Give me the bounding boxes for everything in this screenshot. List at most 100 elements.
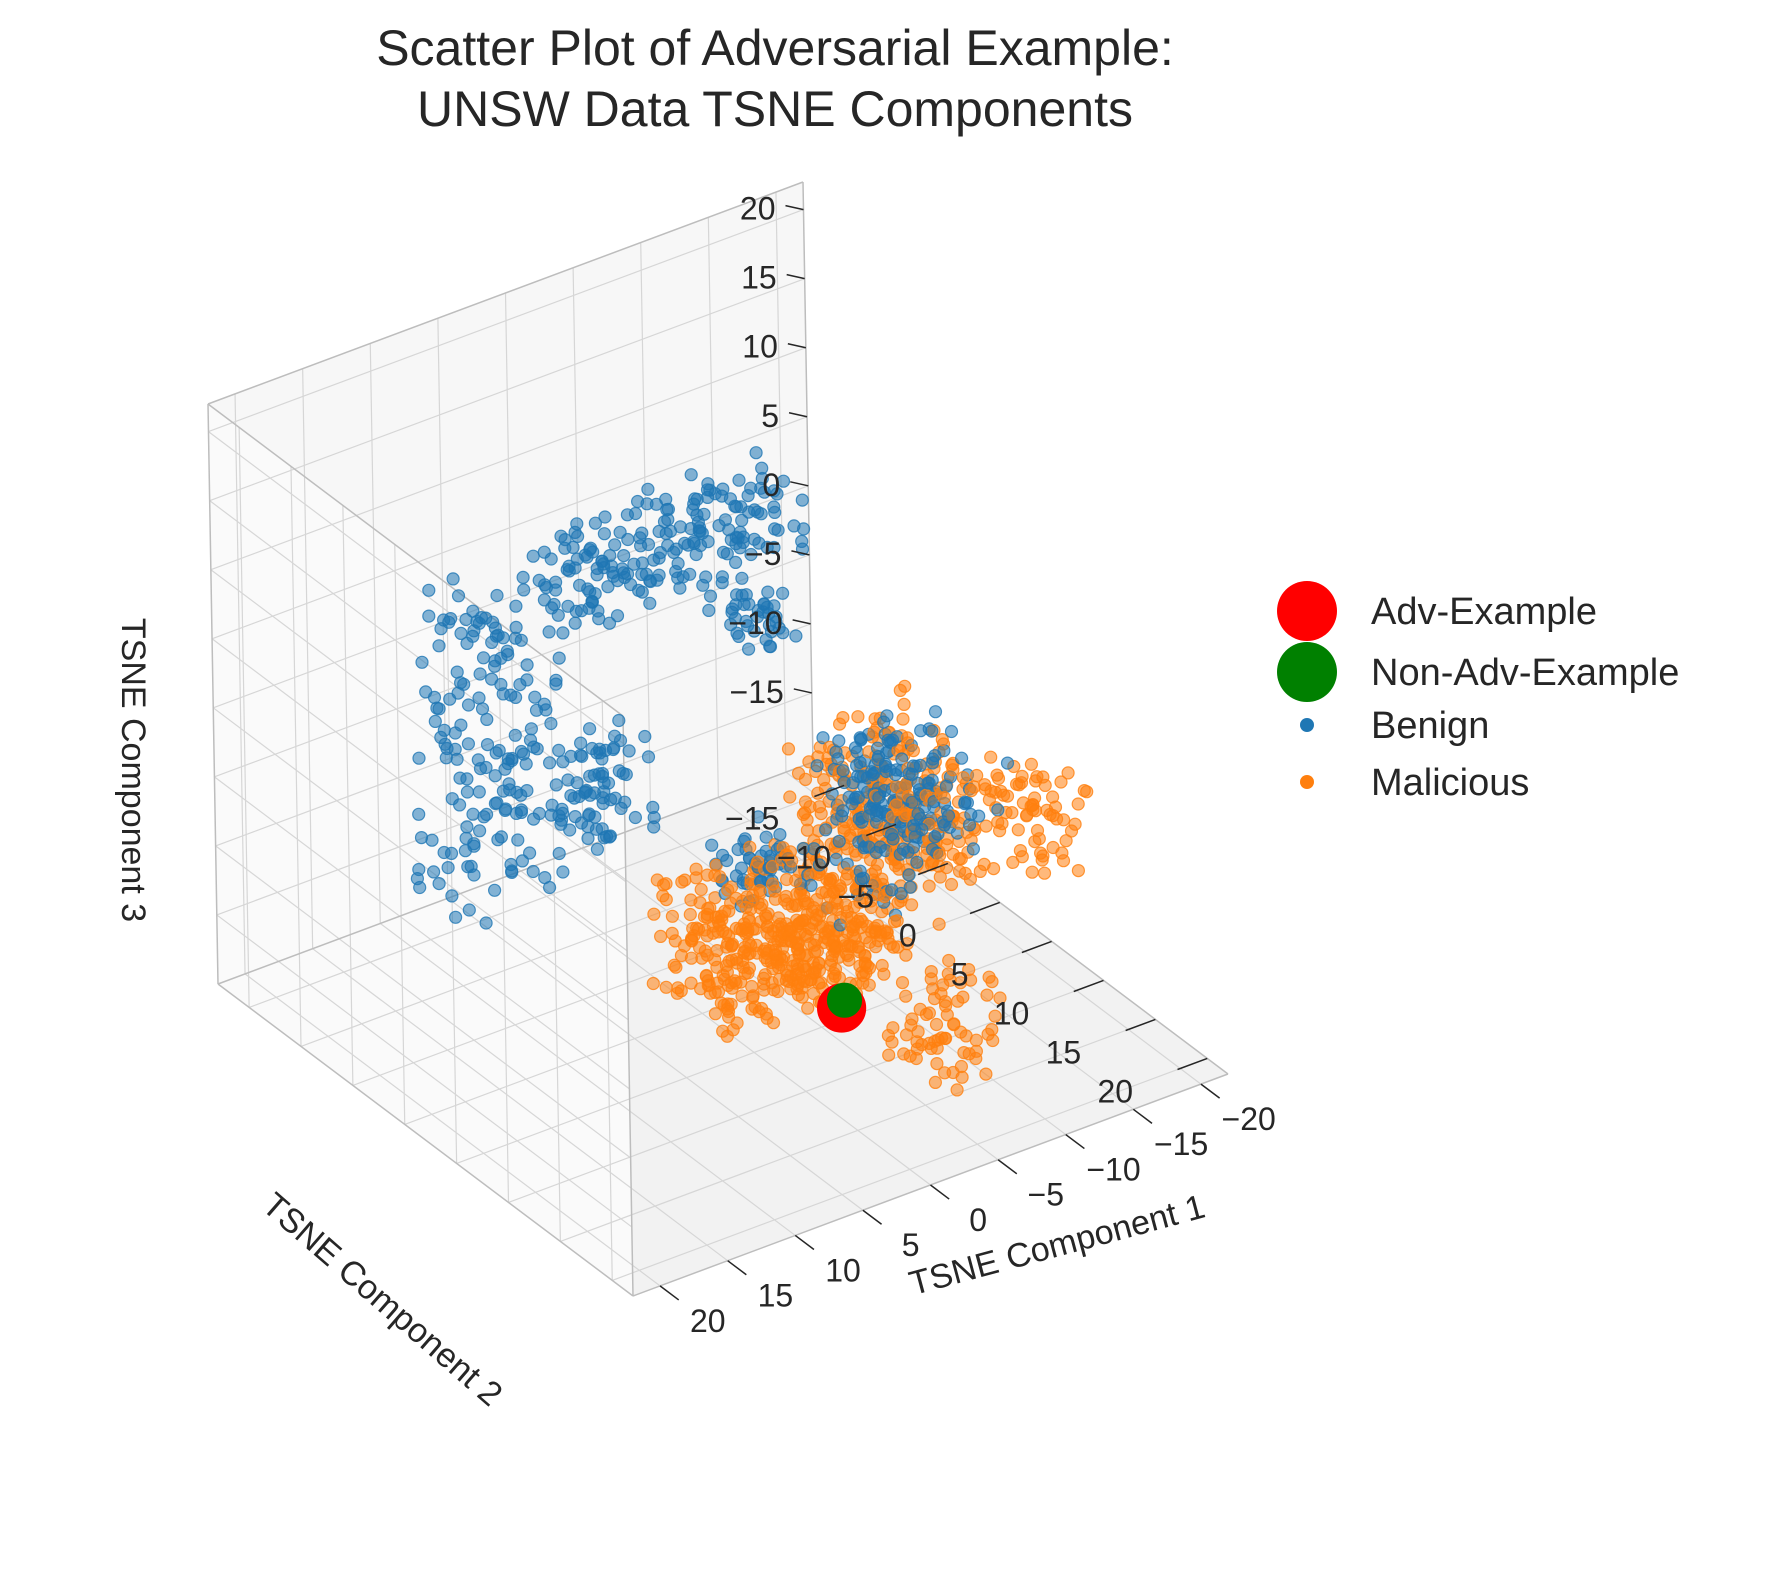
malicious-point xyxy=(938,1031,953,1045)
benign-point xyxy=(473,824,487,838)
benign-point xyxy=(556,806,570,821)
malicious-point xyxy=(979,1067,993,1081)
benign-point xyxy=(490,588,504,603)
benign-point xyxy=(818,823,833,837)
benign-point xyxy=(829,745,843,759)
benign-point xyxy=(412,751,426,765)
malicious-point xyxy=(684,976,698,990)
y-tick-label: 15 xyxy=(1046,1035,1082,1071)
benign-point xyxy=(776,626,790,640)
malicious-point xyxy=(699,969,713,983)
benign-point xyxy=(473,667,487,681)
benign-point xyxy=(628,810,643,825)
benign-point xyxy=(928,705,943,719)
benign-point xyxy=(509,620,523,635)
malicious-point xyxy=(899,989,913,1003)
benign-point xyxy=(734,861,749,875)
malicious-point xyxy=(980,988,994,1002)
benign-point xyxy=(641,482,655,496)
malicious-point xyxy=(944,877,959,892)
malicious-point xyxy=(708,1007,723,1021)
z-tick xyxy=(791,550,810,556)
benign-point xyxy=(613,733,628,748)
malicious-point xyxy=(683,907,697,922)
benign-point xyxy=(643,596,657,610)
grid-z-wall-right xyxy=(210,569,627,883)
benign-point xyxy=(867,766,881,780)
benign-point xyxy=(735,571,749,585)
x-tick xyxy=(659,1285,680,1301)
benign-point xyxy=(590,842,605,856)
back-right-pane xyxy=(208,404,633,1296)
benign-point xyxy=(769,615,783,629)
benign-point xyxy=(520,673,534,687)
benign-point xyxy=(905,767,919,782)
benign-point xyxy=(683,567,697,581)
malicious-point xyxy=(1080,785,1094,799)
benign-point xyxy=(582,722,597,736)
benign-point xyxy=(687,536,701,551)
benign-point xyxy=(910,855,924,869)
malicious-point xyxy=(1025,865,1039,879)
benign-point xyxy=(441,860,455,875)
benign-point xyxy=(915,822,929,837)
benign-point xyxy=(966,842,981,856)
grid-z-wall-right xyxy=(208,431,624,745)
benign-point xyxy=(703,589,718,603)
benign-point xyxy=(732,473,746,487)
benign-point xyxy=(705,838,719,852)
benign-point xyxy=(647,820,661,834)
benign-point xyxy=(601,776,616,790)
benign-point xyxy=(789,629,803,643)
malicious-point xyxy=(995,816,1009,831)
grid-z-wall-right xyxy=(211,638,628,952)
grid-x-floor xyxy=(379,922,796,1236)
benign-point xyxy=(467,837,481,851)
benign-point xyxy=(921,776,935,790)
benign-point xyxy=(591,604,605,618)
malicious-point xyxy=(922,879,936,893)
benign-point xyxy=(488,883,502,897)
malicious-point xyxy=(933,870,947,884)
benign-point xyxy=(556,865,570,879)
benign-point xyxy=(914,724,928,738)
benign-point xyxy=(856,871,871,885)
malicious-point xyxy=(796,807,811,822)
benign-point xyxy=(445,889,459,903)
malicious-point xyxy=(836,710,850,725)
x-tick xyxy=(1200,1083,1221,1099)
benign-point xyxy=(689,547,703,562)
legend-marker-malicious xyxy=(1300,775,1314,789)
benign-point xyxy=(744,547,758,562)
benign-point xyxy=(751,810,765,824)
malicious-point xyxy=(898,679,912,693)
grid-y-floor xyxy=(612,1057,1208,1281)
malicious-point xyxy=(791,938,805,952)
benign-point xyxy=(941,809,956,823)
benign-point xyxy=(628,506,643,521)
benign-point xyxy=(616,566,631,580)
benign-point xyxy=(532,806,547,821)
z-tick-label: 5 xyxy=(761,398,779,434)
benign-point xyxy=(749,446,763,460)
grid-z-wall-left xyxy=(209,278,805,502)
benign-point xyxy=(925,756,940,770)
benign-point xyxy=(905,795,919,809)
malicious-point xyxy=(900,731,915,745)
benign-point xyxy=(444,846,459,861)
benign-point xyxy=(773,827,787,842)
benign-point xyxy=(422,583,436,597)
benign-point xyxy=(527,740,541,754)
z-axis-label: TSNE Component 3 xyxy=(114,618,152,922)
malicious-point xyxy=(1024,757,1039,771)
benign-point xyxy=(886,832,900,846)
legend-label-non-adv-example: Non-Adv-Example xyxy=(1371,652,1679,694)
benign-point xyxy=(528,690,542,704)
y-tick xyxy=(1125,1018,1156,1032)
malicious-point xyxy=(724,997,738,1011)
benign-point xyxy=(761,585,775,599)
malicious-point xyxy=(812,956,826,970)
malicious-point xyxy=(753,883,767,898)
benign-point xyxy=(524,722,539,736)
x-tick-label: −10 xyxy=(1086,1151,1140,1187)
